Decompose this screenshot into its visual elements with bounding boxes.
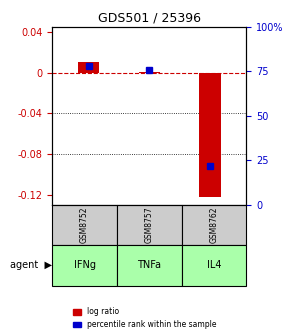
Text: agent  ▶: agent ▶: [10, 260, 52, 270]
Text: TNFa: TNFa: [137, 260, 161, 270]
Legend: log ratio, percentile rank within the sample: log ratio, percentile rank within the sa…: [70, 304, 220, 332]
Text: GSM8757: GSM8757: [145, 207, 154, 243]
Text: IFNg: IFNg: [74, 260, 96, 270]
Bar: [139, 72, 160, 73]
Text: GSM8752: GSM8752: [80, 207, 89, 243]
FancyBboxPatch shape: [117, 205, 182, 245]
FancyBboxPatch shape: [117, 245, 182, 286]
FancyBboxPatch shape: [52, 205, 117, 245]
Title: GDS501 / 25396: GDS501 / 25396: [98, 11, 201, 24]
FancyBboxPatch shape: [182, 245, 246, 286]
FancyBboxPatch shape: [182, 205, 246, 245]
Bar: [78, 62, 99, 73]
Text: GSM8762: GSM8762: [210, 207, 219, 243]
FancyBboxPatch shape: [52, 245, 117, 286]
Bar: [200, 73, 221, 197]
Text: IL4: IL4: [207, 260, 221, 270]
